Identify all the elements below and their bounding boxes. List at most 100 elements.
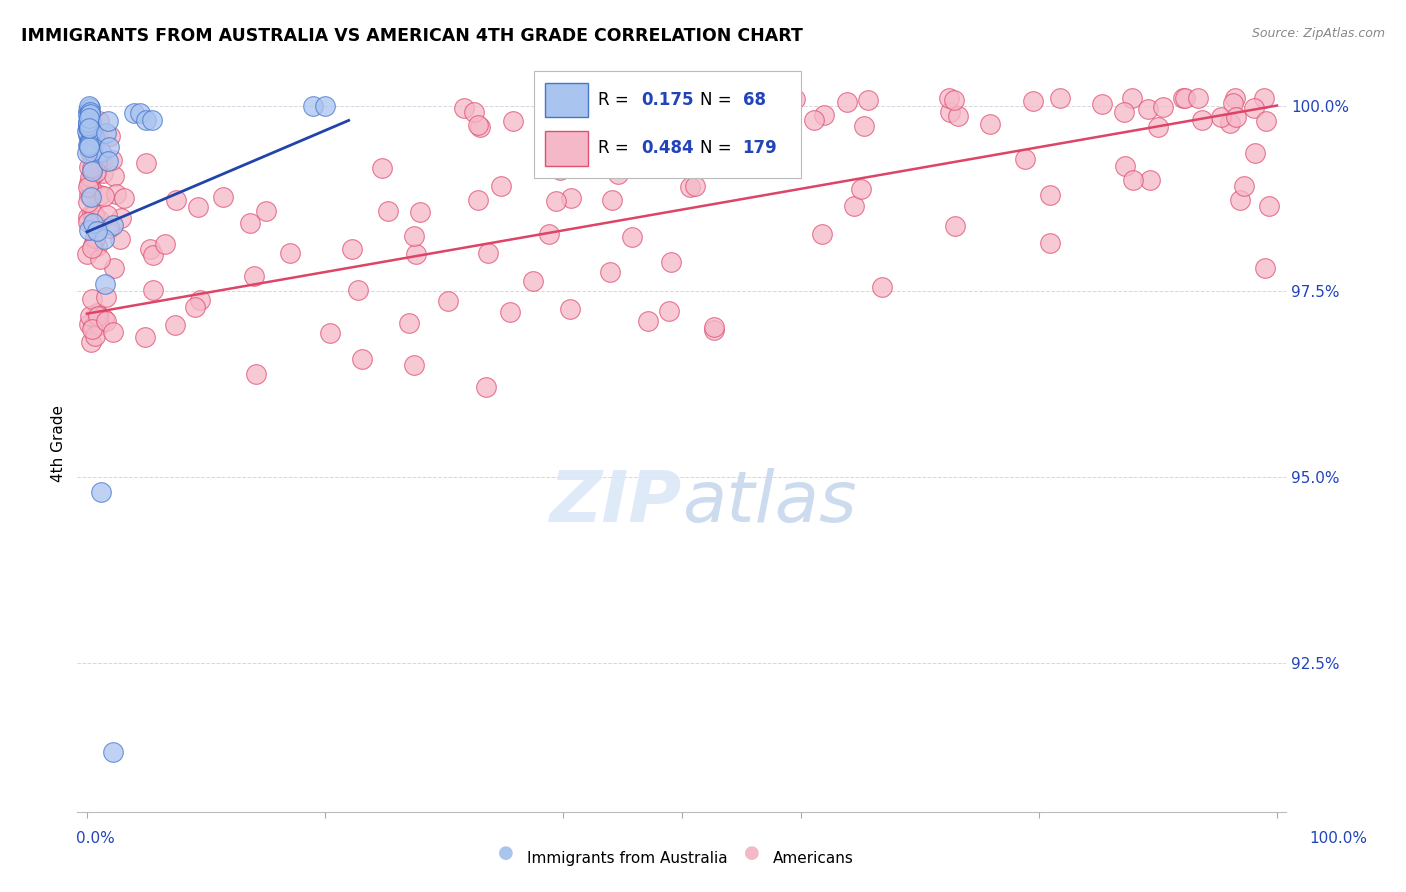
Text: 68: 68 (742, 91, 766, 109)
Point (1038, 188, 1060, 202)
Point (80, 145, 103, 159)
Point (377, 204, 399, 219)
Text: 179: 179 (742, 139, 778, 157)
Point (77, 140, 100, 154)
Point (1022, 94, 1045, 108)
Point (165, 193, 187, 207)
Point (647, 103, 669, 117)
Point (82, 134, 104, 148)
Point (76, 107, 98, 121)
Point (184, 300, 207, 314)
Point (76, 247, 98, 261)
Text: R =: R = (599, 139, 634, 157)
Point (76, 104, 98, 119)
Point (80, 134, 103, 148)
Point (80, 242, 103, 256)
Point (79, 135, 101, 149)
Point (79, 177, 101, 191)
Point (1229, 193, 1251, 207)
Text: R =: R = (599, 91, 634, 109)
Point (1209, 110, 1232, 124)
Point (1243, 102, 1265, 116)
Point (437, 294, 460, 309)
Point (835, 95, 858, 110)
Point (97, 114, 120, 128)
Point (652, 100, 675, 114)
Point (1174, 91, 1197, 105)
Point (77, 215, 100, 229)
Point (79, 309, 101, 323)
Point (665, 108, 688, 122)
Point (770, 116, 793, 130)
Point (402, 359, 425, 373)
Point (124, 106, 146, 120)
Point (77, 211, 100, 225)
Point (86, 238, 108, 252)
Point (870, 280, 893, 294)
Point (135, 113, 157, 128)
Point (83, 128, 105, 143)
Point (948, 109, 970, 123)
Point (97, 220, 120, 235)
Point (703, 323, 725, 337)
Point (939, 105, 962, 120)
Point (498, 305, 520, 319)
Point (80, 292, 103, 306)
Point (278, 245, 301, 260)
Point (938, 91, 960, 105)
Text: atlas: atlas (682, 468, 856, 537)
Point (1091, 96, 1114, 111)
Point (858, 94, 880, 108)
Text: ●: ● (744, 844, 761, 862)
Point (77, 119, 100, 133)
Point (1191, 112, 1213, 127)
Point (468, 120, 491, 135)
Point (76, 119, 98, 133)
Point (163, 318, 186, 332)
Point (1253, 91, 1275, 105)
Point (87, 114, 110, 128)
Point (614, 118, 637, 132)
Point (96, 209, 118, 223)
Point (94, 126, 117, 140)
Point (82, 318, 104, 333)
Point (352, 351, 374, 366)
Point (86, 305, 108, 319)
Text: Americans: Americans (773, 851, 855, 865)
Point (83, 206, 105, 220)
Point (86, 155, 108, 169)
Point (77, 128, 100, 143)
Point (489, 179, 512, 194)
Point (86, 223, 108, 237)
Text: 0.0%: 0.0% (76, 831, 115, 846)
Point (76, 118, 98, 132)
Point (139, 242, 162, 256)
Point (314, 98, 336, 112)
Point (773, 98, 796, 112)
Point (77, 99, 100, 113)
Point (398, 316, 420, 330)
Text: 100.0%: 100.0% (1309, 831, 1368, 846)
Point (83, 208, 105, 222)
Point (979, 117, 1001, 131)
Point (87, 213, 110, 227)
Point (544, 194, 567, 208)
Point (77, 120, 100, 135)
Point (77, 115, 100, 129)
Point (94, 277, 117, 291)
Point (83, 329, 105, 343)
Point (467, 118, 489, 132)
Point (129, 106, 152, 120)
Point (560, 191, 582, 205)
Point (1137, 102, 1160, 116)
Point (558, 302, 581, 317)
Point (658, 303, 681, 318)
Point (108, 232, 131, 246)
Point (80, 321, 103, 335)
Point (84, 231, 107, 245)
Point (79, 105, 101, 120)
Point (502, 113, 524, 128)
Point (80, 134, 103, 148)
Point (1225, 110, 1247, 124)
Point (90, 485, 112, 500)
